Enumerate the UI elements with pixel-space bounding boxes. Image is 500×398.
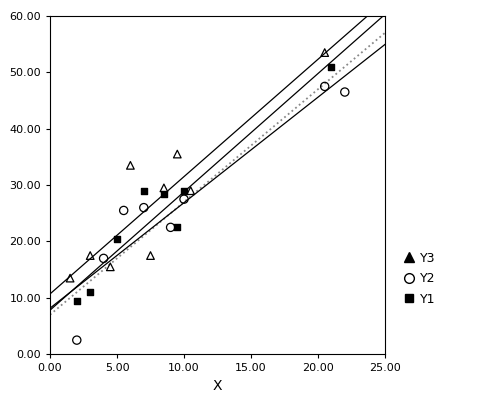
Point	[106, 263, 114, 270]
Point	[180, 196, 188, 202]
Point	[146, 252, 154, 259]
Point	[180, 187, 188, 194]
Point	[66, 275, 74, 281]
Point	[341, 89, 349, 95]
Point	[320, 49, 328, 56]
Point	[73, 297, 81, 304]
Y-axis label: Y: Y	[0, 181, 4, 189]
Point	[320, 83, 328, 90]
Point	[140, 187, 148, 194]
Point	[160, 185, 168, 191]
Point	[174, 151, 182, 157]
Legend: Y3, Y2, Y1: Y3, Y2, Y1	[396, 245, 442, 312]
Point	[113, 236, 121, 242]
Point	[174, 224, 182, 230]
Point	[126, 162, 134, 168]
Point	[166, 224, 174, 230]
Point	[186, 187, 194, 194]
Point	[100, 255, 108, 261]
Point	[86, 289, 94, 295]
Point	[160, 190, 168, 197]
Point	[120, 207, 128, 214]
Point	[86, 252, 94, 259]
Point	[140, 205, 148, 211]
Point	[328, 64, 336, 70]
X-axis label: X: X	[213, 379, 222, 393]
Point	[73, 337, 81, 343]
